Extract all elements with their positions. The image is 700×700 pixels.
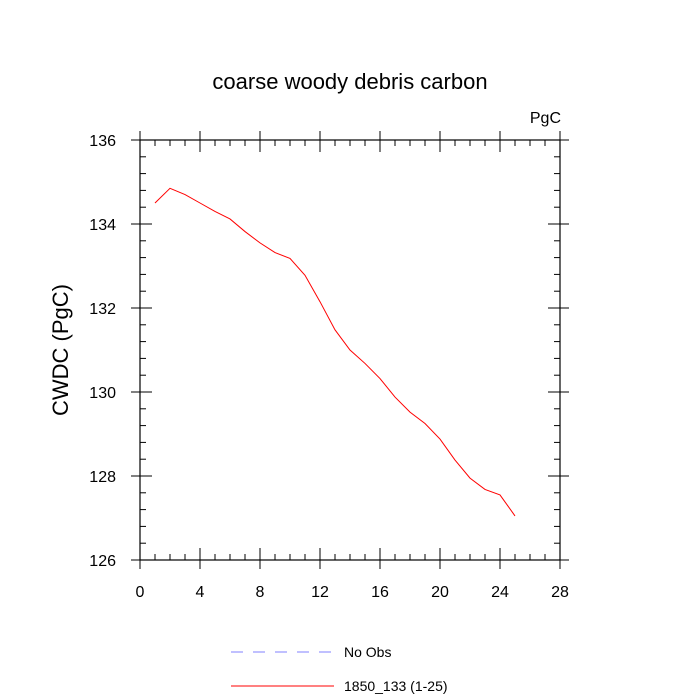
y-tick-label: 128: [89, 469, 116, 486]
series-layer: [154, 187, 516, 517]
legend: No Obs 1850_133 (1-25): [231, 644, 448, 694]
legend-label: No Obs: [344, 644, 391, 660]
x-tick-label: 12: [311, 584, 329, 601]
x-tick-label: 16: [371, 584, 389, 601]
y-tick-label: 130: [89, 385, 116, 402]
chart-title: coarse woody debris carbon: [212, 69, 487, 94]
y-axis-label: CWDC (PgC): [48, 284, 73, 416]
y-tick-label: 132: [89, 301, 116, 318]
x-tick-label: 24: [491, 584, 509, 601]
x-tick-label: 8: [256, 584, 265, 601]
x-tick-label: 28: [551, 584, 569, 601]
plot-frame: [139, 139, 561, 561]
y-tick-label: 134: [89, 217, 116, 234]
series-line: [154, 187, 516, 517]
x-tick-label: 4: [196, 584, 205, 601]
legend-label: 1850_133 (1-25): [344, 678, 448, 694]
units-label: PgC: [530, 110, 561, 127]
axis-tick-labels: 0 4 8 12 16 20 24 28 126 128 130 132 134 136: [89, 133, 569, 601]
x-tick-label: 0: [136, 584, 145, 601]
y-tick-label: 136: [89, 133, 116, 150]
x-tick-label: 20: [431, 584, 449, 601]
y-tick-label: 126: [89, 553, 116, 570]
